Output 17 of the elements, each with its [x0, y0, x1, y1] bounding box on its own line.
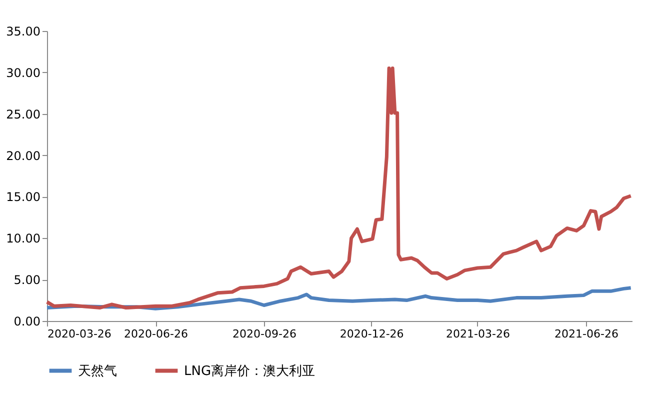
x-tick-label: 2020-12-26 — [340, 328, 404, 340]
y-tick-label: 20.00 — [6, 148, 40, 163]
legend-label: 天然气 — [78, 364, 117, 379]
y-tick-label: 5.00 — [14, 273, 40, 288]
y-tick-label: 35.00 — [6, 24, 40, 38]
y-tick-label: 25.00 — [6, 107, 40, 122]
x-tick-label: 2020-03-26 — [48, 328, 112, 340]
y-tick-label: 0.00 — [14, 314, 40, 328]
x-tick-label: 2020-06-26 — [124, 328, 188, 340]
line-series — [45, 66, 633, 310]
x-tick-label: 2020-09-26 — [232, 328, 296, 340]
x-tick-label: 2021-06-26 — [554, 328, 618, 340]
x-tick-label: 2021-03-26 — [446, 328, 510, 340]
y-tick-label: 30.00 — [6, 66, 40, 80]
legend-label: LNG离岸价：澳大利亚 — [184, 362, 316, 379]
y-tick-label: 10.00 — [6, 232, 40, 246]
y-tick-label: 15.00 — [6, 190, 40, 204]
